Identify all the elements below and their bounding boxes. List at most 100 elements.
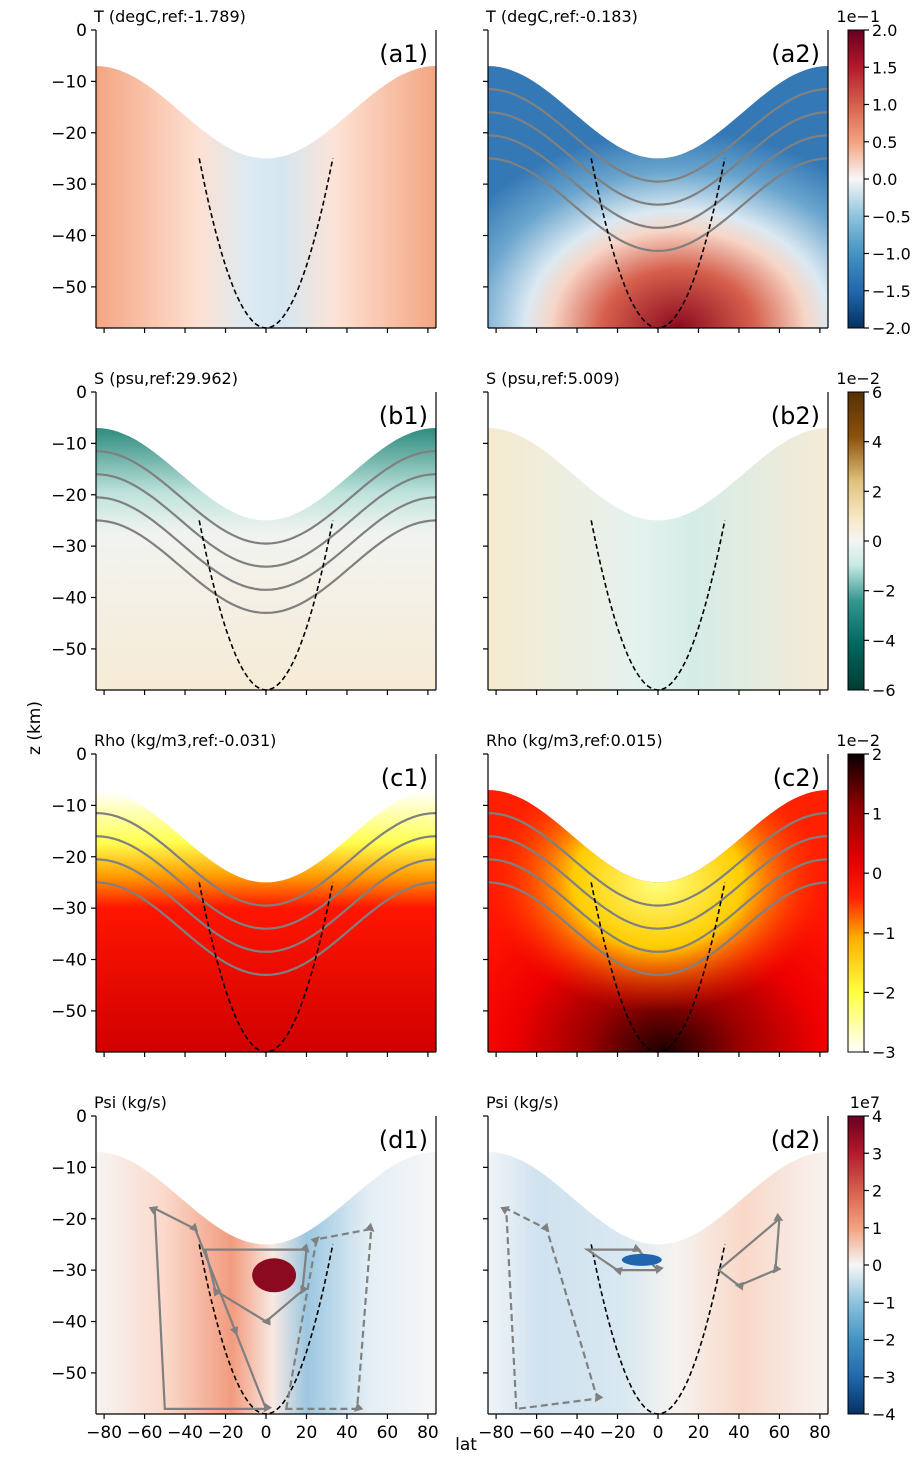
contour-line — [95, 812, 437, 907]
colorbar-tick-label: 2 — [872, 482, 882, 501]
colorbar-tick-label: −2 — [872, 983, 896, 1002]
x-tick-label: 20 — [688, 1423, 710, 1443]
colorbar: 4 3 2 1 0 −1 −2 −3 −4 1e7 — [847, 1093, 896, 1424]
colorbar-tick-label: 0 — [872, 532, 882, 551]
x-tick-label: −80 — [478, 1423, 514, 1443]
panel-label: (d2) — [771, 1126, 820, 1154]
panel-title: S (psu,ref:29.962) — [94, 369, 238, 388]
y-tick-label: −10 — [51, 796, 87, 816]
colorbar-tick-label: −4 — [872, 1405, 896, 1424]
streamline — [203, 1250, 306, 1322]
panel-label: (a2) — [771, 40, 820, 68]
x-tick-label: 80 — [417, 1423, 439, 1443]
contour-line — [487, 881, 829, 977]
panel-label: (d1) — [379, 1126, 428, 1154]
x-tick-label: −20 — [208, 1423, 244, 1443]
colorbar-tick-label: 0.0 — [872, 170, 897, 189]
colorbar-tick-label: 6 — [872, 383, 882, 402]
x-tick-label: 60 — [377, 1423, 399, 1443]
panel-title: Rho (kg/m3,ref:0.015) — [486, 731, 663, 750]
y-tick-label: −30 — [51, 537, 87, 557]
panel-d2: 0−10−20−30−40−50−80−60−40−20020406080Psi… — [478, 1093, 896, 1443]
x-tick-label: −60 — [519, 1423, 555, 1443]
contour-line — [95, 519, 437, 615]
y-tick-label: −20 — [51, 486, 87, 506]
colorbar-tick-label: −2 — [872, 1331, 896, 1350]
contour-line — [487, 134, 829, 229]
y-tick-label: 0 — [76, 21, 87, 41]
y-tick-label: −50 — [51, 1364, 87, 1384]
colorbar-tick-label: 1 — [872, 805, 882, 824]
panel-label: (b2) — [771, 402, 820, 430]
streamline — [284, 1229, 371, 1409]
panel-a2: 0−10−20−30−40−50T (degC,ref:-0.183)(a2)2… — [483, 7, 911, 338]
panel-title: Psi (kg/s) — [486, 1093, 559, 1112]
y-tick-label: −50 — [51, 640, 87, 660]
y-tick-label: −20 — [51, 1210, 87, 1230]
y-tick-label: −50 — [51, 1002, 87, 1022]
colorbar-tick-label: −2.0 — [872, 319, 911, 338]
colorbar-tick-label: −3 — [872, 1368, 896, 1387]
colorbar-tick-label: 0 — [872, 1256, 882, 1275]
colorbar-tick-label: −1 — [872, 924, 896, 943]
panel-title: Psi (kg/s) — [94, 1093, 167, 1112]
field-heatmap — [96, 66, 436, 328]
colorbar-tick-label: 4 — [872, 433, 882, 452]
y-tick-label: −30 — [51, 899, 87, 919]
field-heatmap — [96, 428, 436, 690]
colorbar-tick-label: −0.5 — [872, 207, 911, 226]
colorbar-tick-label: −2 — [872, 582, 896, 601]
y-tick-label: −40 — [51, 589, 87, 609]
panel-b1: 0 −10 −20 −30 −40 −50 S (psu,ref:29.962) (b1) — [51, 369, 437, 695]
contour-line — [487, 157, 829, 253]
y-tick-label: −10 — [51, 1158, 87, 1178]
field-heatmap — [488, 66, 828, 328]
colorbar-tick-label: 3 — [872, 1144, 882, 1163]
x-tick-label: 0 — [261, 1423, 272, 1443]
y-tick-label: −40 — [51, 227, 87, 247]
field-heatmap — [488, 428, 828, 690]
colorbar-exponent: 1e−1 — [836, 7, 880, 26]
contour-line — [95, 858, 437, 953]
y-tick-label: −20 — [51, 848, 87, 868]
y-axis-label: z (km) — [25, 701, 45, 755]
x-tick-label: −40 — [167, 1423, 203, 1443]
contour-line — [95, 473, 437, 568]
colorbar-tick-label: 2.0 — [872, 21, 897, 40]
colorbar-scale — [847, 753, 865, 1053]
colorbar: 2 1 0 −1 −2 −3 1e−2 — [836, 731, 895, 1062]
colorbar-tick-label: 1.0 — [872, 96, 897, 115]
colorbar-exponent: 1e−2 — [836, 731, 880, 750]
colorbar-tick-label: 2 — [872, 1182, 882, 1201]
panel-c1: 0 −10 −20 −30 −40 −50 Rho (kg/m3,ref:-0.031) (c… — [51, 731, 437, 1057]
field-extremum — [252, 1258, 297, 1293]
y-tick-label: 0 — [76, 383, 87, 403]
y-tick-label: −20 — [51, 124, 87, 144]
x-tick-label: −60 — [127, 1423, 163, 1443]
panel-title: S (psu,ref:5.009) — [486, 369, 620, 388]
panel-label: (b1) — [379, 402, 428, 430]
panel-label: (a1) — [379, 40, 428, 68]
y-tick-label: −10 — [51, 72, 87, 92]
panel-label: (c1) — [381, 764, 428, 792]
colorbar-tick-label: 4 — [872, 1107, 882, 1126]
streamline — [716, 1219, 780, 1286]
field-heatmap — [488, 1152, 828, 1414]
contour-line — [487, 858, 829, 953]
x-axis-label: lat — [455, 1435, 477, 1455]
colorbar-scale — [847, 29, 865, 329]
y-tick-label: −30 — [51, 175, 87, 195]
contour-line — [95, 835, 437, 930]
colorbar-tick-label: −6 — [872, 681, 896, 700]
colorbar-tick-label: 0.5 — [872, 133, 897, 152]
colorbar-tick-label: 1 — [872, 1219, 882, 1238]
panel-title: Rho (kg/m3,ref:-0.031) — [94, 731, 276, 750]
colorbar-exponent: 1e−2 — [836, 369, 880, 388]
y-tick-label: −10 — [51, 434, 87, 454]
contour-line — [95, 450, 437, 545]
x-tick-label: 80 — [809, 1423, 831, 1443]
panel-b2: 0−10−20−30−40−50S (psu,ref:5.009)(b2)642… — [483, 369, 896, 700]
streamline — [506, 1209, 597, 1411]
field-heatmap-overlay — [488, 790, 828, 1052]
